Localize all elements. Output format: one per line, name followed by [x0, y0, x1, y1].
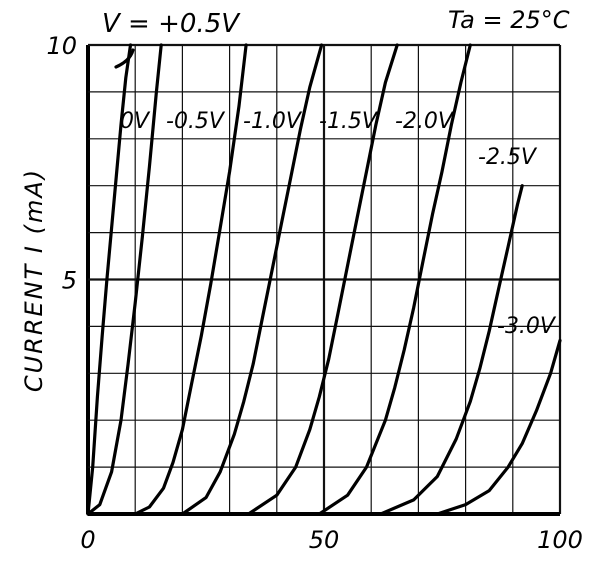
curve-label: 0V [120, 109, 151, 134]
top-left-label-leader [114, 48, 135, 69]
x-tick-label: 100 [537, 526, 583, 554]
curve-label: -0.5V [166, 109, 226, 134]
curve-label: -3.0V [497, 314, 557, 339]
x-tick-label: 50 [309, 526, 340, 554]
label-layer: 0 50 100 10 5 0V -0.5V -1.0V -1.5V -2.0V -2.5V -3.0… [46, 32, 582, 554]
curve-layer [86, 43, 562, 516]
curve-label: -1.0V [243, 109, 303, 134]
top-right-label: Ta = 25°C [448, 6, 570, 34]
y-axis-label: CURRENT I (mA) [20, 168, 48, 392]
y-tick-label: 10 [46, 32, 77, 60]
series-line-0 [86, 43, 133, 516]
y-tick-label: 5 [62, 267, 77, 295]
series-line-5 [317, 43, 472, 516]
curve-label: -1.5V [319, 109, 379, 134]
top-left-label: V = +0.5V [102, 9, 241, 39]
curve-label: -2.0V [395, 109, 455, 134]
curve-label: -2.5V [478, 145, 538, 170]
series-line-4 [246, 43, 399, 516]
series-line-6 [379, 184, 524, 516]
series-line-2 [133, 43, 248, 516]
series-line-3 [180, 43, 324, 516]
x-tick-label: 0 [80, 526, 95, 554]
series-line-1 [86, 43, 163, 516]
series-line-7 [435, 338, 562, 516]
